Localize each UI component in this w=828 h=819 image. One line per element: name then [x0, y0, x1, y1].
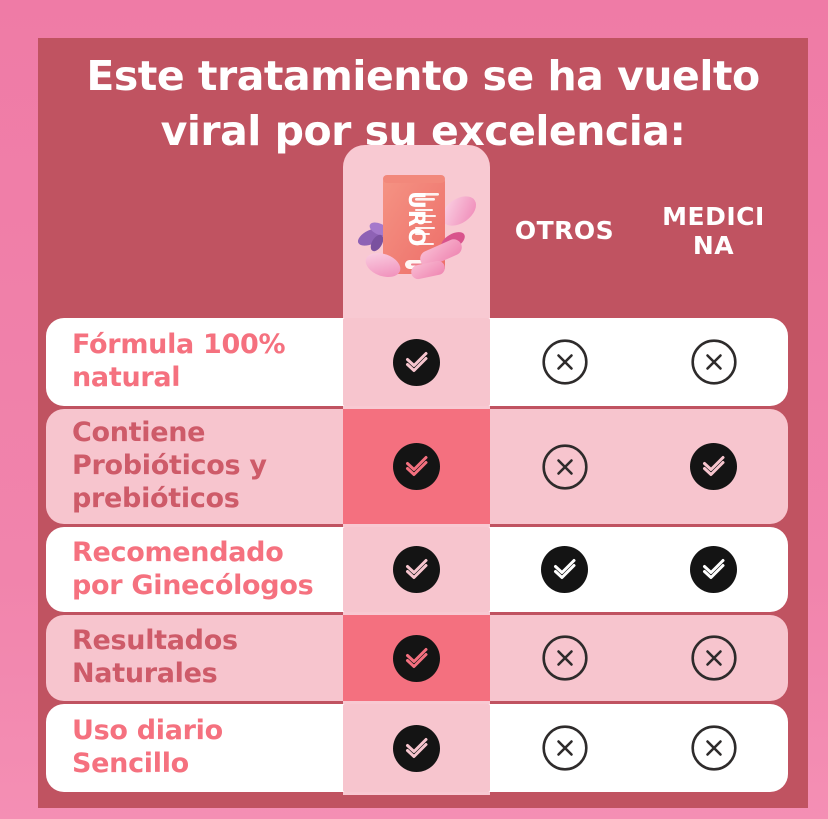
product-cell [343, 527, 490, 612]
cross-icon [541, 339, 588, 385]
product-jar: URO [382, 175, 445, 274]
check-icon [393, 634, 440, 682]
product-cell [343, 409, 490, 524]
petal-icon [365, 252, 400, 278]
column-header-medicina: MEDICINA [662, 201, 765, 260]
row-label: Fórmula 100% natural [72, 329, 286, 393]
medicina-cell [639, 527, 788, 612]
check-icon [393, 546, 440, 593]
medicina-cell [639, 615, 788, 701]
product-cell [343, 318, 490, 406]
table-header: URO [46, 145, 788, 318]
check-icon [393, 338, 440, 386]
check-icon [690, 443, 737, 490]
product-image: URO [357, 175, 476, 280]
check-icon [541, 546, 588, 593]
cross-icon [690, 725, 737, 771]
check-icon [690, 546, 737, 593]
table-row: Fórmula 100% natural [46, 318, 788, 406]
otros-cell [490, 318, 639, 406]
board-background: Este tratamiento se ha vuelto viral por … [38, 38, 808, 808]
row-label: Recomendado por Ginecólogos [72, 536, 314, 601]
petal-icon [441, 196, 476, 226]
row-label: Contiene Probióticos y prebióticos [72, 417, 267, 514]
table-row: Recomendado por Ginecólogos [46, 527, 788, 612]
medicina-cell [639, 318, 788, 406]
medicina-cell [639, 409, 788, 524]
comparison-table: URO [46, 145, 788, 795]
table-row: Contiene Probióticos y prebióticos [46, 409, 788, 524]
otros-cell [490, 615, 639, 701]
page-title: Este tratamiento se ha vuelto viral por … [86, 52, 760, 155]
column-header-otros: OTROS [514, 216, 615, 246]
product-column-header: URO [343, 145, 490, 318]
capsules-icon [410, 239, 462, 280]
cross-icon [541, 443, 588, 490]
medicina-cell [639, 704, 788, 792]
cross-icon [690, 339, 737, 385]
row-label: Uso diario Sencillo [72, 715, 223, 779]
otros-cell [490, 704, 639, 792]
otros-cell [490, 527, 639, 612]
cross-icon [541, 725, 588, 771]
table-row: Resultados Naturales [46, 615, 788, 701]
check-icon [393, 443, 440, 490]
row-label: Resultados Naturales [72, 625, 238, 689]
product-cell [343, 704, 490, 792]
product-cell [343, 615, 490, 701]
table-row: Uso diario Sencillo [46, 704, 788, 792]
table-rows: Fórmula 100% natural Contiene Probiótico… [46, 318, 788, 792]
cross-icon [690, 635, 737, 681]
otros-cell [490, 409, 639, 524]
cross-icon [541, 635, 588, 681]
check-icon [393, 724, 440, 772]
